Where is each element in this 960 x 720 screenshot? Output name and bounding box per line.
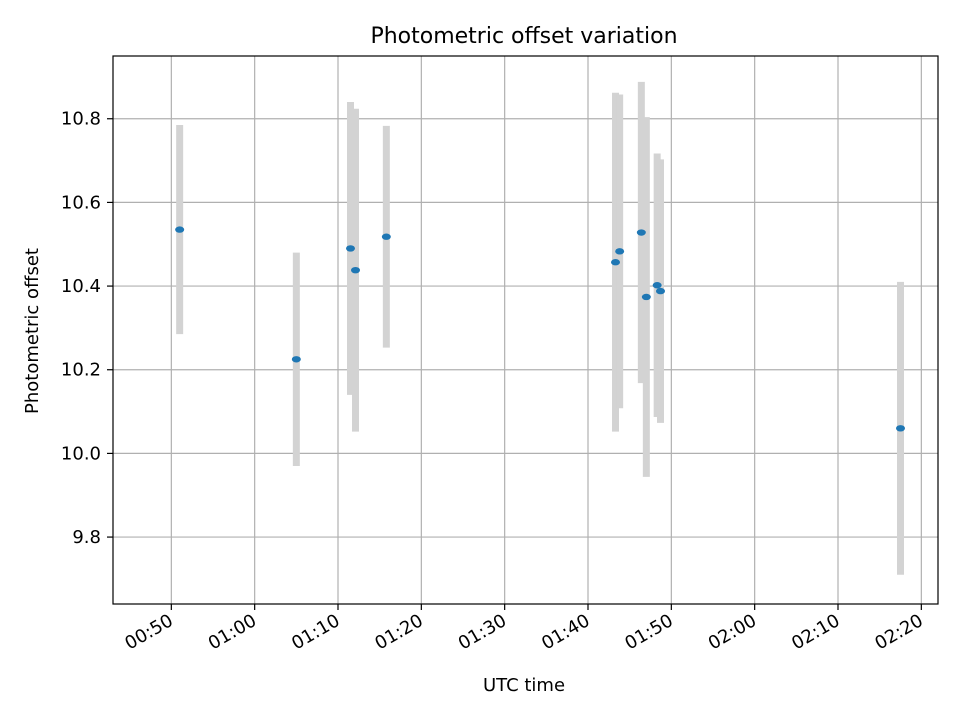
data-point	[896, 425, 905, 432]
data-point	[656, 287, 665, 295]
data-point	[615, 248, 625, 255]
x-tick-label: 02:20	[871, 610, 926, 654]
grid	[113, 56, 938, 604]
x-tick-label: 02:10	[788, 610, 843, 654]
x-tick-label: 01:40	[538, 610, 593, 654]
data-point	[611, 259, 620, 266]
data-point	[636, 229, 646, 236]
y-tick-label: 10.8	[61, 109, 101, 130]
chart-title: Photometric offset variation	[370, 24, 677, 49]
x-tick-label: 01:50	[621, 610, 676, 654]
y-tick-label: 10.2	[61, 360, 101, 381]
y-tick-label: 10.6	[61, 192, 101, 213]
x-axis-label: UTC time	[483, 675, 565, 696]
y-axis-label: Photometric offset	[22, 248, 43, 414]
data-point	[652, 282, 662, 289]
data-point	[346, 245, 355, 252]
data-points	[175, 226, 905, 432]
axis-ticks: 00:50 01:00 01:10 01:20 01:30 01:40 01:50 02:00…	[61, 109, 927, 655]
x-tick-label: 02:00	[705, 610, 760, 654]
data-point	[291, 356, 301, 363]
data-point	[641, 293, 651, 301]
y-tick-label: 9.8	[72, 527, 101, 548]
data-point	[381, 233, 391, 240]
data-point	[351, 266, 360, 274]
error-bars	[176, 81, 904, 575]
x-tick-label: 00:50	[121, 610, 176, 654]
x-tick-label: 01:00	[205, 610, 260, 654]
plot-area	[112, 55, 939, 605]
y-tick-label: 10.0	[61, 443, 101, 464]
data-point	[175, 226, 185, 233]
x-tick-label: 01:10	[288, 610, 343, 654]
y-tick-label: 10.4	[61, 276, 101, 297]
x-tick-label: 01:20	[371, 610, 426, 654]
x-tick-label: 01:30	[455, 610, 510, 654]
